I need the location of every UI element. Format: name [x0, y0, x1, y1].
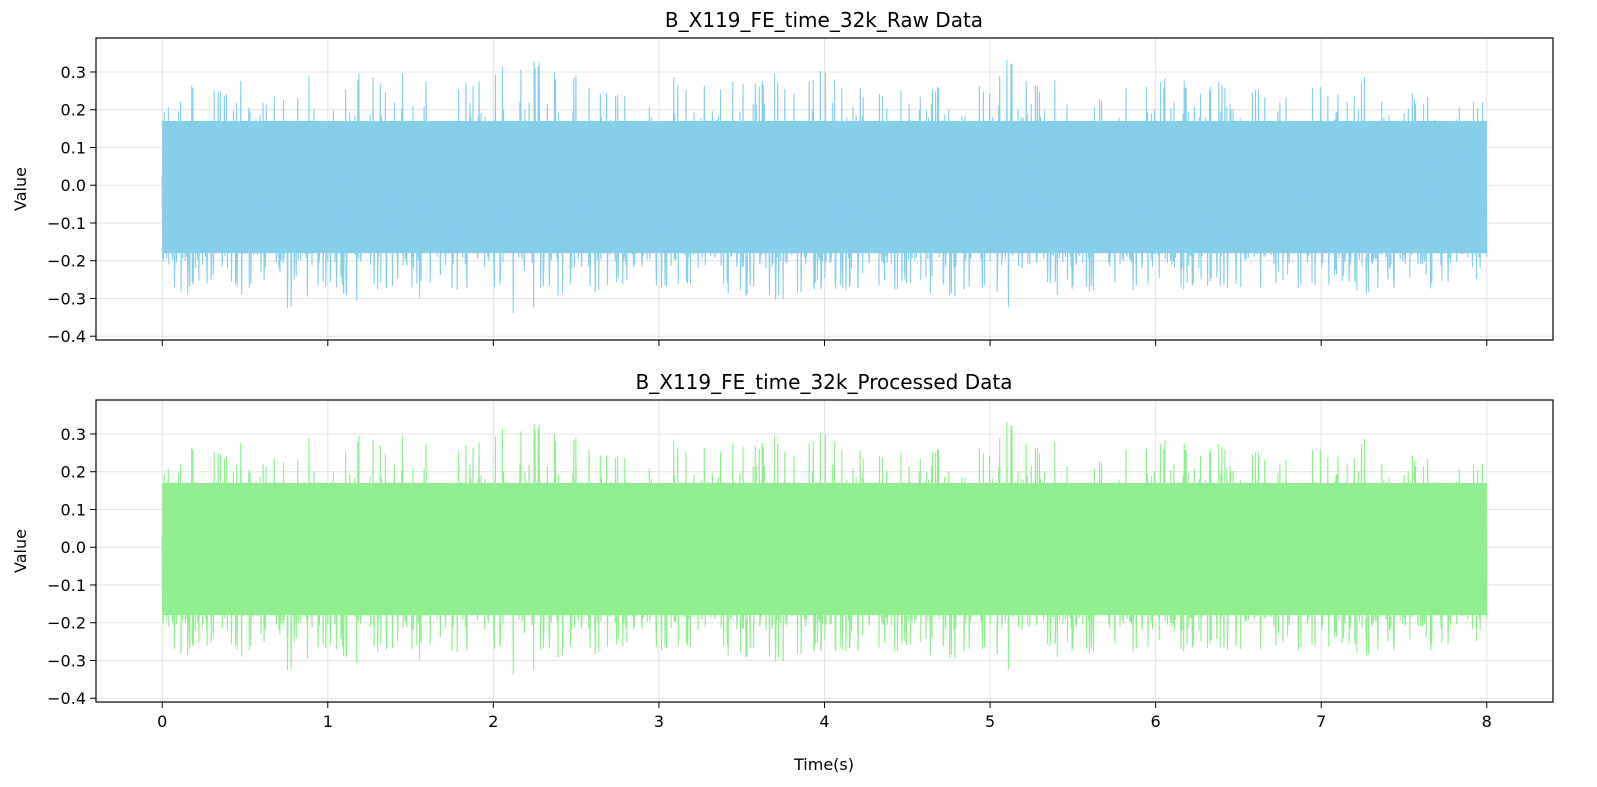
- processed-data-y-tick-label-0: 0.3: [61, 425, 86, 444]
- raw-data-y-tick-label-5: −0.2: [47, 252, 86, 271]
- raw-data-y-tick-label-3: 0.0: [61, 176, 86, 195]
- processed-data-x-tick-label-1: 1: [323, 712, 333, 731]
- raw-data-y-tick-label-2: 0.1: [61, 138, 86, 157]
- raw-data-title: B_X119_FE_time_32k_Raw Data: [665, 8, 983, 32]
- processed-data-x-tick-label-3: 3: [654, 712, 664, 731]
- raw-data-y-ticks: 0.3 0.2 0.1 0.0 −0.1 −0.2 −0.3 −0.4: [47, 63, 96, 346]
- processed-data-x-tick-label-6: 6: [1151, 712, 1161, 731]
- raw-data-ylabel: Value: [11, 167, 30, 211]
- raw-data-y-tick-label-6: −0.3: [47, 289, 86, 308]
- processed-data-y-tick-label-5: −0.2: [47, 614, 86, 633]
- processed-data-x-tick-label-0: 0: [157, 712, 167, 731]
- raw-data-y-tick-label-7: −0.4: [47, 327, 86, 346]
- processed-data-y-ticks: 0.3 0.2 0.1 0.0 −0.1 −0.2 −0.3 −0.4: [47, 425, 96, 708]
- processed-data-x-tick-label-7: 7: [1316, 712, 1326, 731]
- raw-data-y-tick-label-4: −0.1: [47, 214, 86, 233]
- processed-data-x-tick-label-8: 8: [1482, 712, 1492, 731]
- raw-data-plot: B_X119_FE_time_32k_Raw Data Value 0.3 0.2…: [11, 8, 1554, 346]
- processed-data-ylabel: Value: [11, 529, 30, 573]
- processed-data-y-tick-label-6: −0.3: [47, 651, 86, 670]
- raw-data-signal-line: [161, 59, 1488, 314]
- processed-data-title: B_X119_FE_time_32k_Processed Data: [636, 370, 1013, 394]
- processed-data-y-tick-label-2: 0.1: [61, 500, 86, 519]
- processed-data-xlabel: Time(s): [793, 755, 854, 774]
- processed-data-x-tick-label-4: 4: [819, 712, 829, 731]
- processed-data-y-tick-label-7: −0.4: [47, 689, 86, 708]
- raw-data-x-ticks: [161, 340, 1488, 346]
- processed-data-signal-line: [161, 421, 1488, 676]
- processed-data-x-tick-label-5: 5: [985, 712, 995, 731]
- processed-data-plot: B_X119_FE_time_32k_Processed Data Value …: [11, 370, 1554, 774]
- processed-data-y-tick-label-3: 0.0: [61, 538, 86, 557]
- raw-data-y-tick-label-1: 0.2: [61, 101, 86, 120]
- processed-data-x-tick-label-2: 2: [488, 712, 498, 731]
- processed-data-x-ticks: 0 1 2 3 4 5 6 7 8: [157, 702, 1492, 731]
- processed-data-y-tick-label-1: 0.2: [61, 463, 86, 482]
- processed-data-y-tick-label-4: −0.1: [47, 576, 86, 595]
- raw-data-y-tick-label-0: 0.3: [61, 63, 86, 82]
